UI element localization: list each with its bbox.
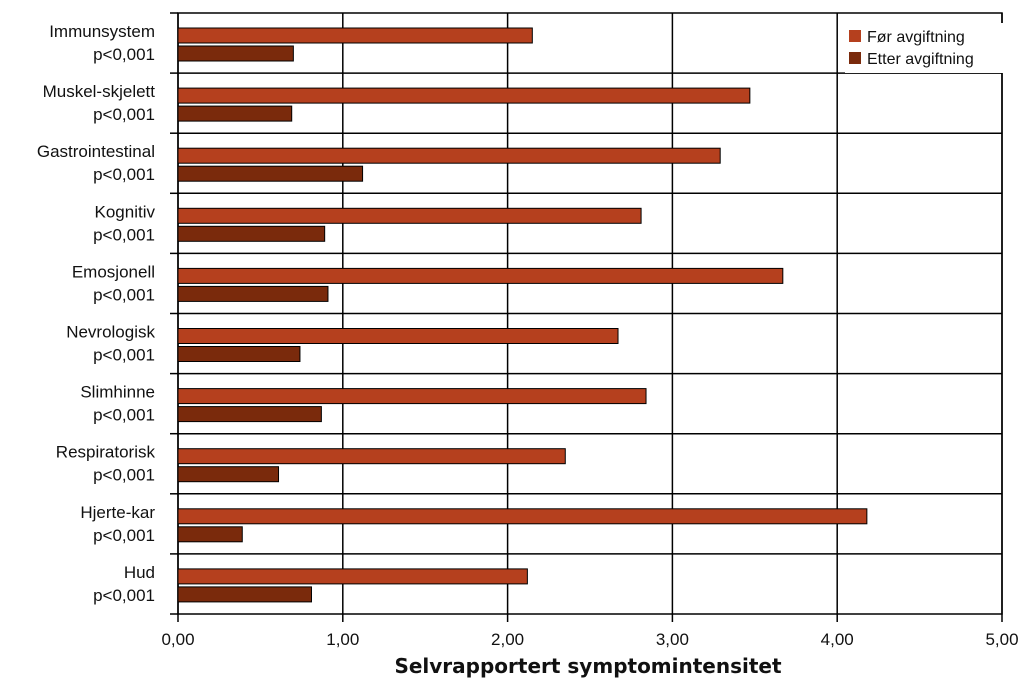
- bar-before: [177, 267, 784, 284]
- legend: Før avgiftning Etter avgiftning: [845, 23, 1005, 73]
- bar-after: [177, 586, 312, 603]
- p-value-label: p<0,001: [93, 285, 155, 304]
- legend-label-before: Før avgiftning: [867, 29, 965, 46]
- bar-after: [177, 406, 322, 423]
- x-tick-label: 1,00: [326, 630, 359, 649]
- bar-after: [177, 105, 293, 122]
- bar-before: [177, 568, 528, 585]
- category-label: Kognitiv: [95, 202, 156, 221]
- bar-before: [177, 508, 868, 525]
- bar-before: [177, 448, 566, 465]
- category-label: Respiratorisk: [56, 443, 156, 462]
- bar-after: [177, 45, 294, 62]
- bar-after: [177, 346, 301, 362]
- category-label: Slimhinne: [80, 383, 155, 402]
- p-value-label: p<0,001: [93, 526, 155, 545]
- legend-swatch-after: [849, 52, 861, 64]
- bar-before: [177, 87, 751, 104]
- category-label: Immunsystem: [49, 22, 155, 41]
- p-value-label: p<0,001: [93, 406, 155, 425]
- bar-after: [177, 526, 243, 543]
- grid-layer: [170, 12, 1003, 622]
- bar-after: [177, 165, 364, 182]
- bar-after: [177, 225, 326, 242]
- x-tick-labels: 0,00 1,00 2,00 3,00 4,00 5,00: [161, 630, 1018, 649]
- p-value-label: p<0,001: [93, 165, 155, 184]
- category-label: Gastrointestinal: [37, 142, 155, 161]
- bar-before: [177, 207, 642, 224]
- legend-label-after: Etter avgiftning: [867, 51, 974, 68]
- bar-after: [177, 466, 280, 483]
- legend-background: [845, 23, 1005, 73]
- category-label: Emosjonell: [72, 262, 155, 281]
- category-labels: Immunsystem p<0,001 Muskel-skjelett p<0,001…: [37, 22, 156, 605]
- p-value-label: p<0,001: [93, 346, 155, 365]
- bar-after: [177, 285, 329, 302]
- category-label: Hjerte-kar: [80, 503, 155, 522]
- category-label: Muskel-skjelett: [43, 82, 156, 101]
- x-tick-label: 0,00: [161, 630, 194, 649]
- p-value-label: p<0,001: [93, 586, 155, 605]
- x-tick-label: 5,00: [985, 630, 1018, 649]
- p-value-label: p<0,001: [93, 225, 155, 244]
- category-label: Hud: [124, 563, 155, 582]
- legend-swatch-before: [849, 30, 861, 42]
- x-tick-label: 4,00: [821, 630, 854, 649]
- p-value-label: p<0,001: [93, 45, 155, 64]
- bars-layer: [177, 27, 868, 603]
- bar-before: [177, 147, 721, 164]
- p-value-label: p<0,001: [93, 466, 155, 485]
- category-label: Nevrologisk: [66, 323, 155, 342]
- p-value-label: p<0,001: [93, 105, 155, 124]
- x-tick-label: 3,00: [656, 630, 689, 649]
- x-tick-label: 2,00: [491, 630, 524, 649]
- bar-before: [177, 27, 533, 44]
- bar-before: [177, 328, 619, 344]
- bar-before: [177, 388, 647, 405]
- x-axis-title: Selvrapportert symptomintensitet: [394, 654, 782, 678]
